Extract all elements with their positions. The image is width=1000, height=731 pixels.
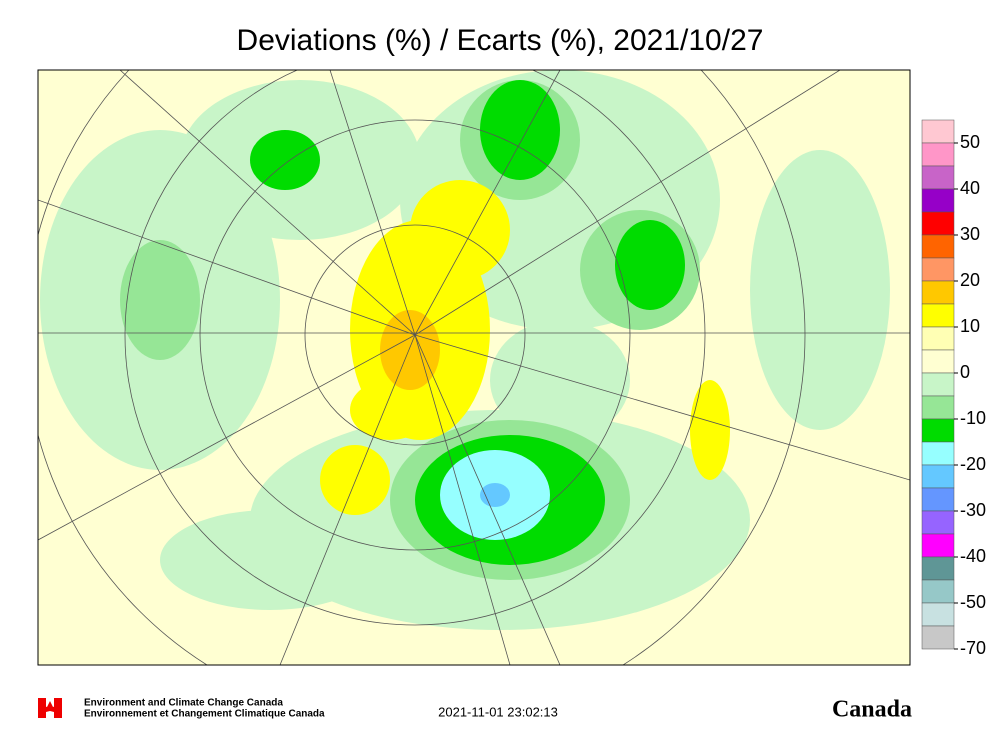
color-box [921,418,955,443]
agency-en: Environment and Climate Change Canada [84,698,283,709]
color-box [921,119,955,144]
color-box [921,257,955,282]
colorbar-label: -30 [960,500,986,520]
color-box [921,579,955,604]
color-box [921,326,955,351]
title: Deviations (%) / Ecarts (%), 2021/10/27 [237,24,764,57]
agency-fr: Environnement et Changement Climatique C… [84,709,325,720]
color-box [921,188,955,213]
color-box [921,464,955,489]
flag [38,698,62,718]
color-box [921,602,955,627]
color-box [921,395,955,420]
color-box [921,234,955,259]
colorbar-label: 50 [960,132,980,152]
color-box [921,533,955,558]
colorbar-label: 0 [960,362,970,382]
colorbar: 50 40 30 20 10 0 -10 -20 -30 -40 -50 -70 [921,119,986,658]
color-box [921,372,955,397]
color-box [921,165,955,190]
color-box [921,280,955,305]
colorbar-label: 20 [960,270,980,290]
color-box [921,510,955,535]
colorbar-label: 40 [960,178,980,198]
colorbar-label: 10 [960,316,980,336]
wordmark: Canada [832,697,912,723]
map [38,70,910,665]
colorbar-label: -20 [960,454,986,474]
colorbar-label: 30 [960,224,980,244]
color-box [921,303,955,328]
colorbar-label: -50 [960,592,986,612]
color-box [921,441,955,466]
color-box [921,487,955,512]
colorbar-label: -10 [960,408,986,428]
color-box [921,625,955,650]
color-box [921,211,955,236]
colorbar-label: -40 [960,546,986,566]
timestamp: 2021-11-01 23:02:13 [438,704,558,719]
colorbar-label: -70 [960,638,986,658]
color-box [921,349,955,374]
color-box [921,556,955,581]
color-box [921,142,955,167]
